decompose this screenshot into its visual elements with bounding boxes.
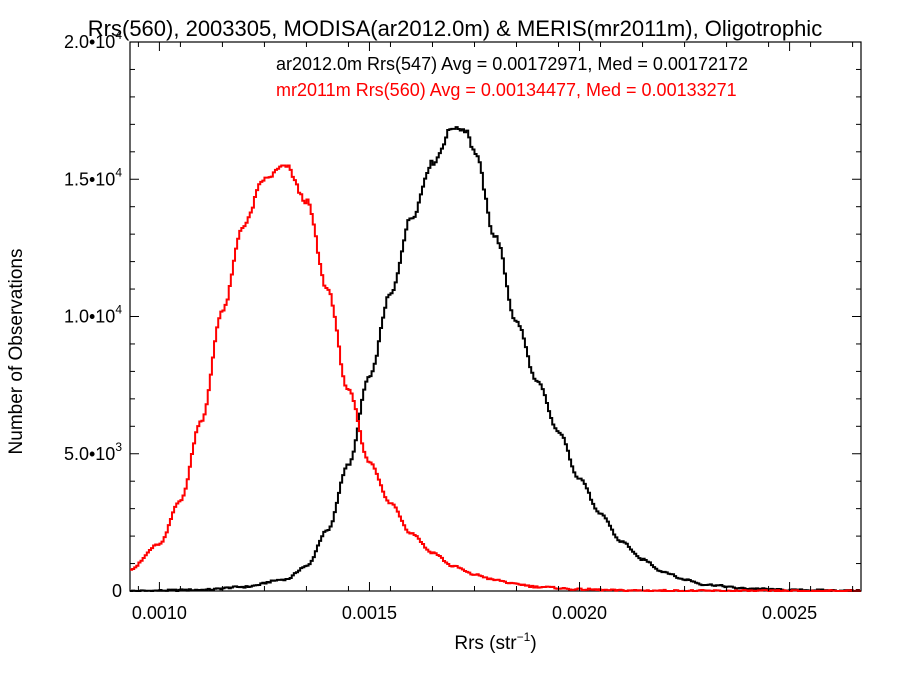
y-tick-exponent: 3	[115, 440, 122, 454]
x-axis-ticks: 0.0010 0.0015 0.0020 0.0025	[132, 42, 854, 623]
series-layer	[130, 126, 861, 592]
y-tick-mantissa: 1.0•10	[64, 307, 115, 327]
legend-entry-modisa: ar2012.0m Rrs(547) Avg = 0.00172971, Med…	[276, 54, 748, 74]
y-axis-title: Number of Observations	[6, 249, 27, 455]
y-tick-exponent: 4	[115, 28, 122, 42]
x-tick-label: 0.0010	[132, 603, 187, 623]
y-tick-mantissa: 5.0•10	[64, 444, 115, 464]
legend: ar2012.0m Rrs(547) Avg = 0.00172971, Med…	[276, 54, 748, 100]
y-tick-mantissa: 2.0•10	[64, 32, 115, 52]
chart-title: Rrs(560), 2003305, MODISA(ar2012.0m) & M…	[88, 16, 822, 41]
y-tick-label: 2.0•104	[64, 28, 122, 52]
y-tick-label: 0	[112, 581, 122, 601]
histogram-series-1	[130, 164, 861, 592]
y-tick-label: 1.0•104	[64, 303, 122, 327]
x-tick-label: 0.0015	[342, 603, 397, 623]
legend-entry-meris: mr2011m Rrs(560) Avg = 0.00134477, Med =…	[276, 80, 737, 100]
histogram-series-0	[130, 126, 861, 592]
x-tick-label: 0.0020	[552, 603, 607, 623]
plot-area: 0.0010 0.0015 0.0020 0.0025 05.0•1031.0•104…	[64, 28, 862, 623]
y-tick-mantissa: 1.5•10	[64, 169, 115, 189]
x-axis-title: Rrs (str−1)	[454, 630, 536, 654]
y-tick-exponent: 4	[115, 303, 122, 317]
y-tick-label: 5.0•103	[64, 440, 122, 464]
x-tick-label: 0.0025	[762, 603, 817, 623]
y-tick-exponent: 4	[115, 165, 122, 179]
plot-frame	[129, 41, 862, 592]
y-tick-mantissa: 0	[112, 581, 122, 601]
y-tick-label: 1.5•104	[64, 165, 122, 189]
